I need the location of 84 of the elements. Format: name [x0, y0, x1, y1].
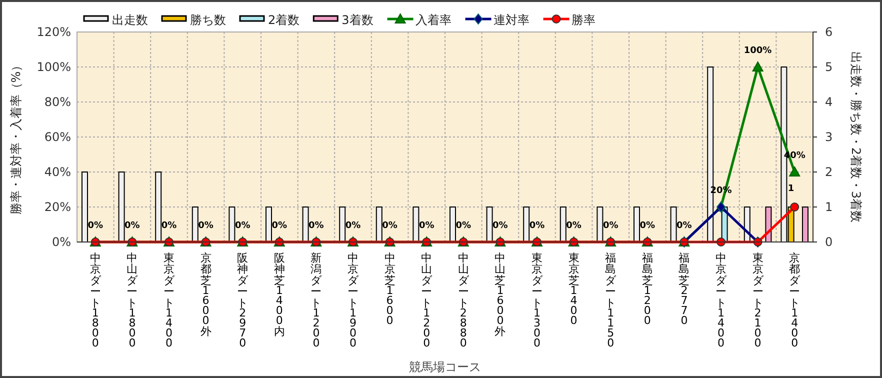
- y-tick-label: 120%: [36, 25, 71, 39]
- x-tick-label: 京都芝1600外: [200, 251, 212, 338]
- category-label: 中山ダート1200: [421, 251, 432, 350]
- bar: [802, 206, 808, 242]
- data-label: 0%: [492, 221, 508, 231]
- data-label: 0%: [345, 221, 361, 231]
- bar: [486, 206, 493, 242]
- data-label: 0%: [272, 221, 288, 231]
- data-label: 0%: [234, 221, 250, 231]
- bar: [155, 172, 162, 242]
- data-label: 0%: [602, 221, 618, 231]
- point: [789, 166, 800, 176]
- x-tick-label: 福島芝2770: [678, 251, 690, 327]
- data-label: 0%: [676, 221, 692, 231]
- x-tick-label: 中山芝1600外: [494, 251, 506, 338]
- bar: [412, 206, 420, 242]
- bar: [670, 206, 677, 242]
- bar: [376, 206, 382, 242]
- bar: [192, 206, 198, 242]
- category-label: 新潟ダート1200: [310, 251, 322, 350]
- y2-tick-label: 0: [825, 235, 833, 249]
- bar: [118, 172, 125, 242]
- data-label: 0%: [418, 221, 434, 231]
- data-label: 0%: [161, 221, 177, 231]
- category-label: 東京ダート2100: [752, 251, 764, 350]
- data-label: 0%: [382, 221, 398, 231]
- legend-label: 入着率: [415, 13, 452, 27]
- category-label: 阪神ダート2970: [237, 251, 248, 350]
- legend-label: 3着数: [342, 13, 374, 27]
- legend-label: 連対率: [493, 13, 530, 27]
- data-label: 0%: [456, 221, 472, 231]
- data-label: 0%: [529, 221, 545, 231]
- y-tick-label: 0%: [52, 235, 71, 249]
- x-tick-label: 福島芝1200: [642, 251, 653, 327]
- y2-tick-label: 4: [825, 95, 833, 109]
- category-label: 東京ダート1300: [532, 251, 542, 350]
- category-label: 中京ダート1400: [716, 251, 726, 350]
- y2-tick-label: 3: [825, 130, 833, 144]
- category-label: 中京ダート1800: [90, 251, 101, 350]
- point: [752, 62, 764, 72]
- x-tick-label: 東京芝1400: [568, 251, 580, 327]
- y-tick-label: 60%: [44, 130, 71, 144]
- bar: [266, 206, 272, 242]
- y2-tick-label: 6: [825, 25, 833, 39]
- bar: [302, 206, 309, 242]
- y2-axis-title: 出走数・勝ち数・2着数・3着数: [849, 51, 863, 223]
- point: [790, 202, 800, 212]
- data-label: 0%: [124, 221, 140, 231]
- y2-tick-label: 2: [825, 165, 833, 179]
- data-label: 1: [788, 184, 794, 194]
- bar: [228, 206, 236, 242]
- data-label: 0%: [198, 221, 214, 231]
- category-label: 中京ダート1900: [348, 251, 358, 350]
- data-label: 0%: [640, 221, 656, 231]
- data-label: 0%: [308, 221, 324, 231]
- data-label: 100%: [744, 46, 772, 56]
- category-label: 中山ダート1800: [126, 251, 138, 350]
- bar: [523, 206, 530, 242]
- y-tick-label: 20%: [44, 200, 71, 214]
- x-tick-label: 阪神芝1400内: [274, 251, 285, 338]
- y2-tick-label: 1: [825, 200, 833, 214]
- bar: [634, 206, 640, 242]
- x-tick-label: 中京芝1600: [384, 251, 396, 327]
- category-label: 京都ダート1400: [789, 251, 800, 350]
- legend-label: 勝ち数: [190, 13, 226, 27]
- y-tick-label: 100%: [36, 60, 71, 74]
- y-tick-label: 40%: [44, 165, 71, 179]
- legend-label: 出走数: [112, 13, 148, 27]
- data-label: 0%: [566, 221, 582, 231]
- category-label: 福島ダート1150: [605, 251, 616, 350]
- y-tick-label: 80%: [44, 95, 71, 109]
- legend-label: 勝率: [571, 13, 596, 27]
- bar: [596, 206, 604, 242]
- category-label: 東京ダート1400: [164, 251, 174, 350]
- bar: [450, 206, 456, 242]
- legend-label: 2着数: [268, 13, 300, 27]
- bar: [339, 206, 346, 242]
- y-axis-title: 勝率・連対率・入着率（%）: [9, 59, 23, 215]
- x-axis-title: 競馬場コース: [409, 360, 481, 374]
- bar: [82, 172, 88, 242]
- bar: [560, 206, 566, 242]
- category-label: 中山ダート2880: [458, 251, 469, 350]
- y2-tick-label: 5: [825, 60, 833, 74]
- data-label: 0%: [88, 221, 104, 231]
